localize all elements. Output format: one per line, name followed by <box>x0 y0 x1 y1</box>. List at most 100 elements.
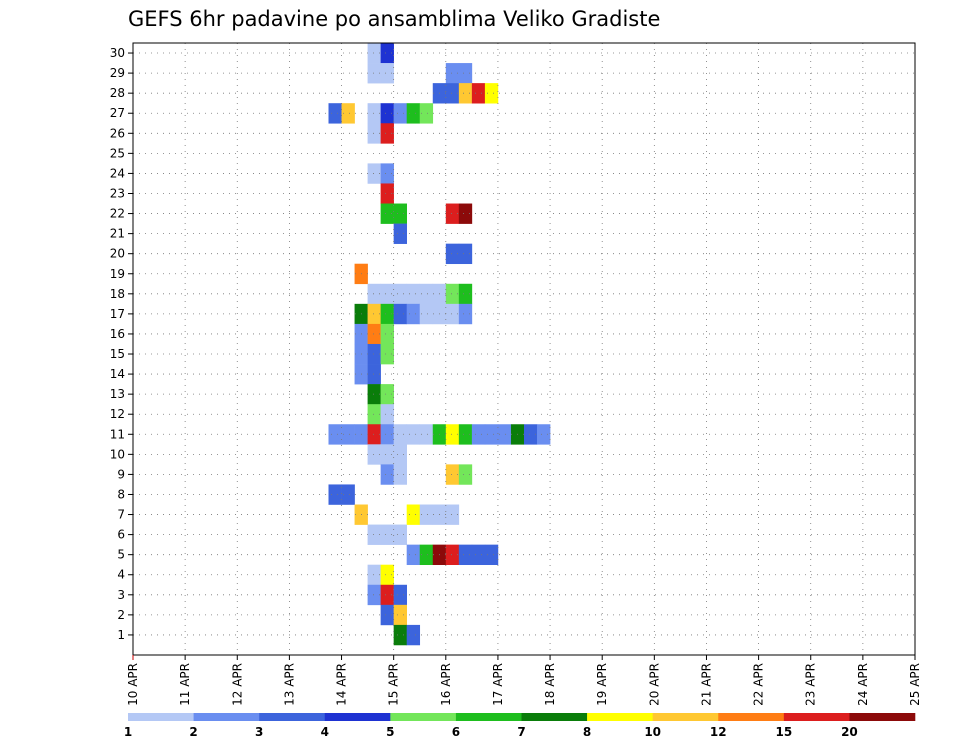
colorbar-legend: 1 2 3 4 5 6 7 8 10 12 15 20 <box>124 713 916 739</box>
heatmap-cell <box>367 123 381 144</box>
y-axis: 1234567891011121314151617181920212223242… <box>110 46 133 642</box>
heatmap-cell <box>393 424 407 445</box>
plot-frame <box>132 42 916 656</box>
heatmap-cell <box>380 444 394 465</box>
heatmap-cell <box>367 103 381 124</box>
y-tick-label: 19 <box>110 267 125 281</box>
y-tick-label: 13 <box>110 387 125 401</box>
x-tick-label: 19 APR <box>595 663 609 706</box>
heatmap-cell <box>341 484 355 505</box>
heatmap-cell <box>497 424 512 445</box>
heatmap-cell <box>445 203 460 224</box>
heatmap-cell <box>406 283 421 305</box>
y-tick-label: 27 <box>110 106 125 120</box>
y-tick-label: 25 <box>110 146 125 160</box>
heatmap-cell <box>471 83 486 104</box>
heatmap-cell <box>445 83 460 104</box>
colorbar-swatch <box>390 713 457 721</box>
colorbar-swatch <box>783 713 850 721</box>
colorbar-swatch <box>259 713 326 721</box>
colorbar-swatch <box>193 713 260 721</box>
colorbar-label: 4 <box>321 725 329 739</box>
heatmap-cell <box>367 63 381 84</box>
heatmap-cell <box>458 424 473 445</box>
x-tick-label: 10 APR <box>126 663 140 706</box>
heatmap-cell <box>380 343 394 365</box>
x-tick-label: 22 APR <box>752 663 766 706</box>
y-tick-label: 7 <box>117 508 125 522</box>
y-tick-label: 30 <box>110 46 125 60</box>
heatmap-cell <box>380 183 394 204</box>
y-tick-label: 1 <box>117 628 125 642</box>
x-tick-label: 21 APR <box>699 663 713 706</box>
heatmap-cell <box>458 303 473 325</box>
heatmap-cell <box>419 303 434 325</box>
heatmap-cell <box>471 544 486 566</box>
x-axis: 10 APR 11 APR 12 APR 13 APR 14 APR 15 APR 16 A… <box>126 655 922 706</box>
heatmap-cell <box>445 544 460 566</box>
x-tick-label: 11 APR <box>178 663 192 706</box>
heatmap-cell <box>380 564 394 586</box>
heatmap-cell <box>393 464 407 485</box>
y-tick-label: 8 <box>117 487 125 501</box>
heatmap-cell <box>458 243 473 265</box>
heatmap-cell <box>380 43 394 64</box>
heatmap-cell <box>419 103 434 124</box>
heatmap-cell <box>328 424 342 445</box>
heatmap-cell <box>419 283 434 305</box>
y-tick-label: 14 <box>110 367 125 381</box>
heatmap-cell <box>393 303 407 325</box>
x-tick-label: 25 APR <box>908 663 922 706</box>
heatmap-cell <box>458 544 473 566</box>
heatmap-cell <box>367 364 381 385</box>
y-tick-label: 24 <box>110 166 125 180</box>
y-tick-label: 18 <box>110 287 125 301</box>
heatmap-cell <box>406 544 421 566</box>
heatmap-cell <box>367 404 381 425</box>
heatmap-cell <box>367 524 381 545</box>
y-tick-label: 10 <box>110 447 125 461</box>
heatmap-cell <box>445 63 460 84</box>
heatmap-cell <box>380 424 394 445</box>
y-tick-label: 5 <box>117 548 125 562</box>
x-tick-label: 13 APR <box>282 663 296 706</box>
x-tick-label: 15 APR <box>387 663 401 706</box>
heatmap-cell <box>406 424 421 445</box>
colorbar-swatch <box>521 713 588 721</box>
x-tick-label: 20 APR <box>647 663 661 706</box>
heatmap-cell <box>367 163 381 184</box>
heatmap-cell <box>367 444 381 465</box>
heatmap-cell <box>445 464 460 485</box>
heatmap-cell <box>393 223 407 244</box>
y-tick-label: 26 <box>110 126 125 140</box>
y-tick-label: 3 <box>117 588 125 602</box>
heatmap-cell <box>380 384 394 405</box>
colorbar-label: 1 <box>124 725 132 739</box>
x-tick-label: 23 APR <box>804 663 818 706</box>
colorbar-swatch <box>652 713 719 721</box>
heatmap-cell <box>380 524 394 545</box>
heatmap-cell <box>484 424 499 445</box>
x-tick-label: 24 APR <box>856 663 870 706</box>
heatmap-cell <box>406 624 421 646</box>
colorbar-label: 7 <box>517 725 525 739</box>
x-tick-label: 18 APR <box>543 663 557 706</box>
colorbar-label: 15 <box>775 725 792 739</box>
x-tick-label: 12 APR <box>230 663 244 706</box>
heatmap-cell <box>367 43 381 64</box>
heatmap-cell <box>380 203 394 224</box>
heatmap-cell <box>367 424 381 445</box>
y-tick-label: 29 <box>110 66 125 80</box>
heatmap-cell <box>419 424 434 445</box>
y-tick-label: 23 <box>110 186 125 200</box>
heatmap-cell <box>484 544 499 566</box>
heatmap-cell <box>380 103 394 124</box>
heatmap-cell <box>484 83 499 104</box>
heatmap-cell <box>380 303 394 325</box>
heatmap-cell <box>393 283 407 305</box>
y-tick-label: 6 <box>117 528 125 542</box>
heatmap-cell <box>341 103 355 124</box>
x-tick-label: 17 APR <box>491 663 505 706</box>
heatmap-cell <box>393 524 407 545</box>
